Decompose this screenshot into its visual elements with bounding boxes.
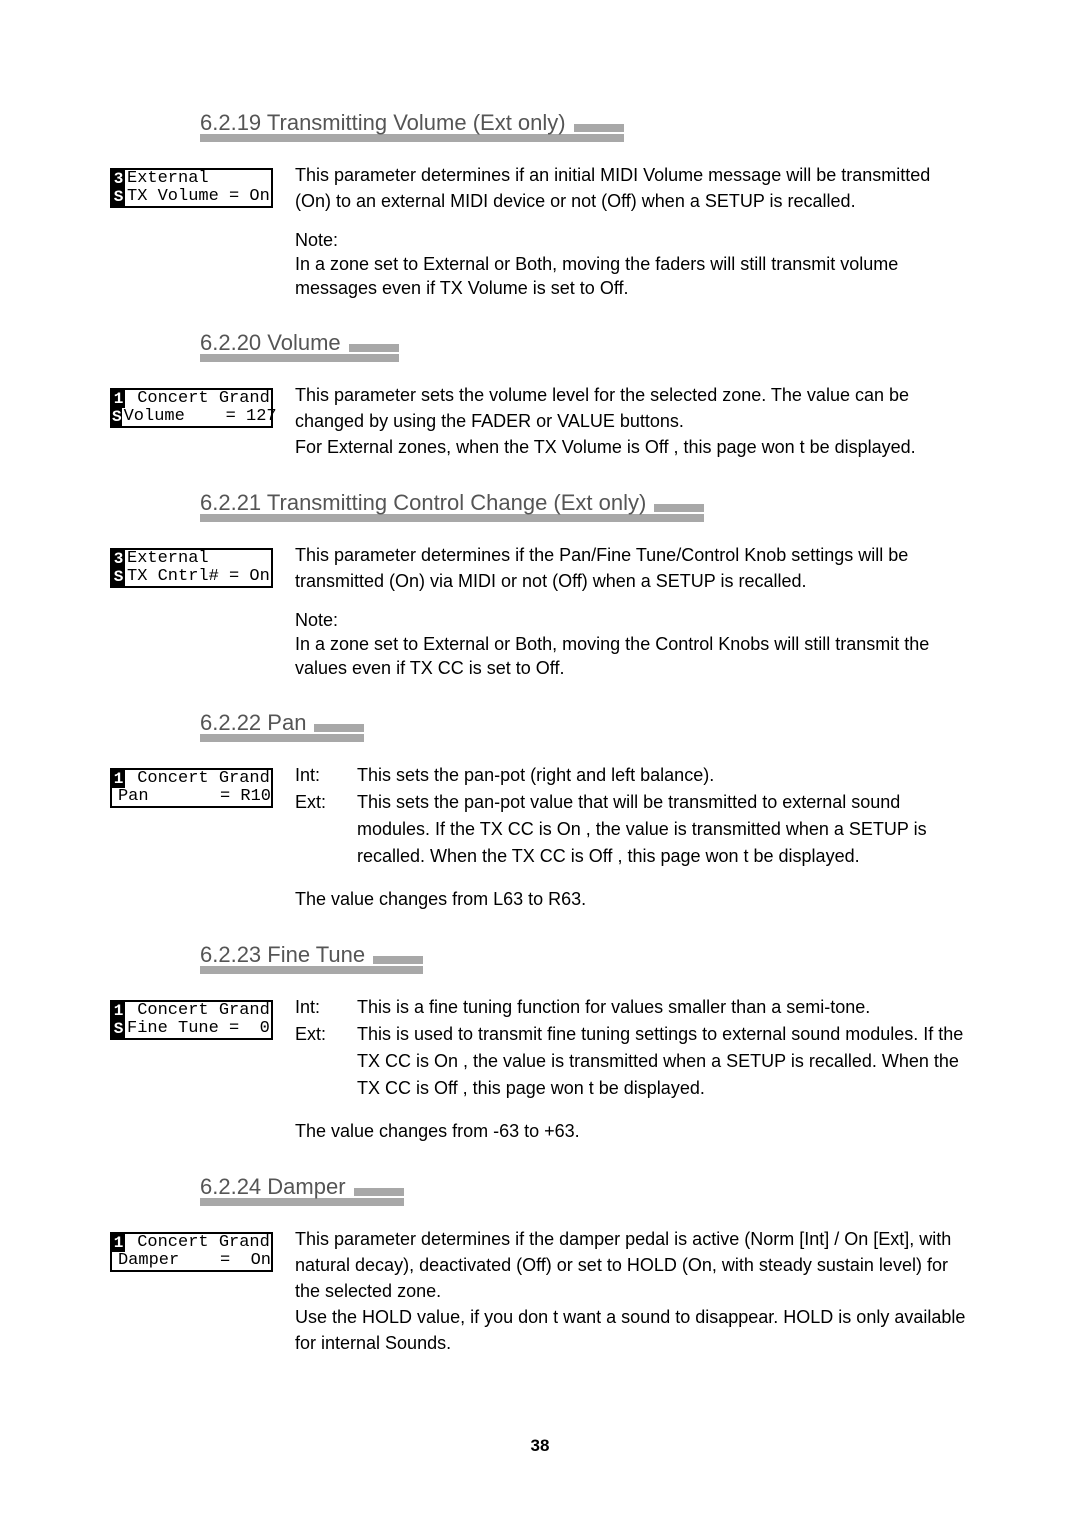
section-title: 6.2.21 Transmitting Control Change (Ext …	[200, 490, 650, 516]
lcd-line2: TX Volume = On	[125, 188, 270, 206]
section-header: 6.2.22 Pan	[200, 710, 970, 742]
section-header: 6.2.19 Transmitting Volume (Ext only)	[200, 110, 970, 142]
section-header: 6.2.21 Transmitting Control Change (Ext …	[200, 490, 970, 522]
lcd-line2: TX Cntrl# = On	[125, 568, 270, 586]
int-text: This is a fine tuning function for value…	[357, 994, 970, 1021]
lcd-zone-box: 1	[112, 1234, 125, 1252]
header-bar-icon	[349, 344, 399, 352]
lcd-mode-box: S	[112, 188, 125, 206]
lcd-line1: Concert Grand	[125, 1002, 270, 1020]
lcd-zone-box: 1	[112, 770, 125, 788]
lcd-line1: External	[125, 550, 209, 568]
lcd-mode-box: S	[112, 408, 122, 426]
ext-label: Ext:	[295, 1021, 357, 1102]
page-number: 38	[110, 1436, 970, 1456]
lcd-display: 1 Concert Grand SFine Tune = 0	[110, 1000, 273, 1040]
section-title: 6.2.19 Transmitting Volume (Ext only)	[200, 110, 570, 136]
header-bar-icon	[574, 124, 624, 132]
lcd-line1: Concert Grand	[125, 770, 270, 788]
lcd-display: 1 Concert Grand Pan = R10	[110, 768, 273, 808]
note-block: Note: In a zone set to External or Both,…	[295, 228, 970, 300]
note-block: Note: In a zone set to External or Both,…	[295, 608, 970, 680]
note-text: In a zone set to External or Both, movin…	[295, 252, 970, 300]
ext-label: Ext:	[295, 789, 357, 870]
header-bar-icon	[314, 724, 364, 732]
int-label: Int:	[295, 762, 357, 789]
lcd-mode-box: S	[112, 1020, 125, 1038]
lcd-line2: Fine Tune = 0	[125, 1020, 270, 1038]
body-text: This parameter determines if an initial …	[295, 162, 970, 214]
lcd-display: 1 Concert Grand Damper = On	[110, 1232, 273, 1272]
ext-text: This sets the pan-pot value that will be…	[357, 789, 970, 870]
section-title: 6.2.22 Pan	[200, 710, 310, 736]
lcd-display: 3External STX Volume = On	[110, 168, 273, 208]
section-title: 6.2.23 Fine Tune	[200, 942, 369, 968]
lcd-mode-box: S	[112, 568, 125, 586]
range-text: The value changes from -63 to +63.	[295, 1118, 970, 1144]
lcd-display: 1 Concert Grand SVolume = 127	[110, 388, 273, 428]
lcd-line2: Damper = On	[116, 1252, 271, 1270]
header-bar-icon	[354, 1188, 404, 1196]
body-text: This parameter determines if the Pan/Fin…	[295, 542, 970, 594]
note-label: Note:	[295, 608, 970, 632]
lcd-line1: External	[125, 170, 209, 188]
section-title: 6.2.24 Damper	[200, 1174, 350, 1200]
section-header: 6.2.24 Damper	[200, 1174, 970, 1206]
definition-list: Int: This sets the pan-pot (right and le…	[295, 762, 970, 870]
header-bar-icon	[654, 504, 704, 512]
header-bar-icon	[373, 956, 423, 964]
manual-page: 6.2.19 Transmitting Volume (Ext only) 3E…	[0, 0, 1080, 1516]
lcd-zone-box: 1	[112, 1002, 125, 1020]
lcd-display: 3External STX Cntrl# = On	[110, 548, 273, 588]
section-header: 6.2.23 Fine Tune	[200, 942, 970, 974]
int-label: Int:	[295, 994, 357, 1021]
lcd-line1: Concert Grand	[125, 1234, 270, 1252]
lcd-line2: Pan = R10	[116, 788, 271, 806]
definition-list: Int: This is a fine tuning function for …	[295, 994, 970, 1102]
body-text: This parameter determines if the damper …	[295, 1226, 970, 1356]
lcd-zone-box: 3	[112, 550, 125, 568]
lcd-zone-box: 3	[112, 170, 125, 188]
body-text: This parameter sets the volume level for…	[295, 382, 970, 460]
note-text: In a zone set to External or Both, movin…	[295, 632, 970, 680]
lcd-zone-box: 1	[112, 390, 125, 408]
ext-text: This is used to transmit fine tuning set…	[357, 1021, 970, 1102]
lcd-line1: Concert Grand	[125, 390, 270, 408]
section-title: 6.2.20 Volume	[200, 330, 345, 356]
note-label: Note:	[295, 228, 970, 252]
lcd-line2: Volume = 127	[122, 408, 277, 426]
range-text: The value changes from L63 to R63.	[295, 886, 970, 912]
int-text: This sets the pan-pot (right and left ba…	[357, 762, 970, 789]
section-header: 6.2.20 Volume	[200, 330, 970, 362]
